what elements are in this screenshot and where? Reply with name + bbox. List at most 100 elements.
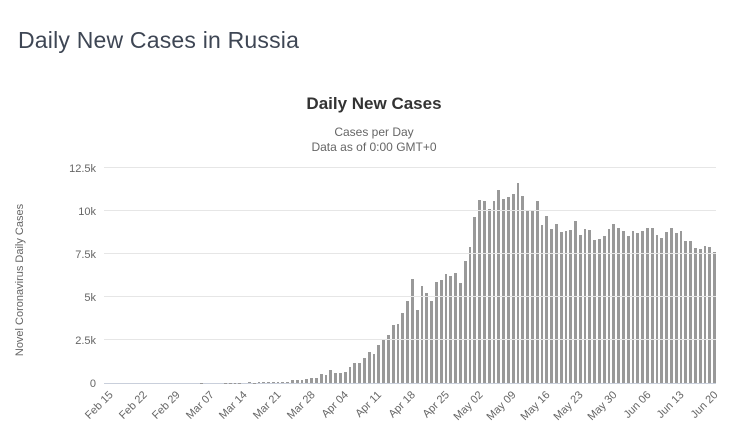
bar[interactable] [569,230,573,383]
bar[interactable] [665,232,669,383]
bar[interactable] [454,272,457,383]
bar[interactable] [401,313,405,383]
bar[interactable] [281,381,285,383]
bar[interactable] [286,382,290,383]
bar[interactable] [660,238,664,383]
bar[interactable] [540,224,544,383]
bar[interactable] [602,235,606,383]
bar[interactable] [631,231,635,383]
bar[interactable] [310,378,314,383]
bar[interactable] [612,223,616,383]
bar[interactable] [339,373,342,383]
bar[interactable] [598,239,601,383]
bar[interactable] [502,198,505,383]
bar[interactable] [497,189,501,383]
bar[interactable] [372,354,376,383]
x-tick-label: Apr 11 [353,389,385,420]
bar[interactable] [583,229,587,383]
bar[interactable] [655,235,659,383]
page-title: Daily New Cases in Russia [18,27,300,53]
bar[interactable] [713,252,716,383]
y-axis-title: Novel Coronavirus Daily Cases [14,203,26,357]
bar[interactable] [535,200,539,383]
bar[interactable] [588,229,592,383]
bar[interactable] [636,232,640,383]
bar[interactable] [295,379,299,383]
bar[interactable] [319,374,323,383]
bar[interactable] [617,227,621,383]
bar[interactable] [406,300,409,383]
bar[interactable] [670,228,673,383]
bar[interactable] [550,229,553,383]
bar[interactable] [434,282,438,383]
bar[interactable] [473,217,477,383]
bar[interactable] [708,247,712,383]
bar[interactable] [257,382,261,383]
bar[interactable] [564,230,568,383]
bar[interactable] [343,371,347,383]
bar[interactable] [363,357,366,383]
bar[interactable] [622,230,625,383]
x-tick-label: Apr 18 [386,389,419,421]
bar[interactable] [646,228,649,383]
bar[interactable] [420,285,424,383]
bar[interactable] [698,249,702,383]
bar[interactable] [267,382,270,383]
bar[interactable] [545,216,549,383]
bar[interactable] [694,248,697,383]
bar[interactable] [554,223,558,383]
bar[interactable] [358,362,362,383]
bar[interactable] [468,246,472,383]
bar[interactable] [300,379,304,383]
bar[interactable] [391,324,395,383]
bar[interactable] [478,200,481,383]
bar[interactable] [679,231,683,383]
bar[interactable] [641,230,645,383]
bar[interactable] [305,379,309,383]
bar[interactable] [367,352,371,383]
bar[interactable] [521,195,525,383]
bar[interactable] [593,239,597,383]
bar[interactable] [387,335,390,383]
bar[interactable] [315,377,318,383]
bar[interactable] [506,196,510,383]
bar[interactable] [703,245,707,383]
bar[interactable] [449,276,453,383]
bar[interactable] [516,182,520,383]
bar[interactable] [425,292,429,383]
bar[interactable] [353,363,357,383]
bar[interactable] [430,300,433,383]
bar[interactable] [271,382,275,383]
bar[interactable] [482,201,486,383]
bar[interactable] [458,282,462,383]
bar[interactable] [559,232,563,383]
bar[interactable] [247,382,251,383]
bar[interactable] [439,280,443,383]
bar[interactable] [511,193,515,383]
bar[interactable] [411,278,414,383]
bar[interactable] [276,381,280,383]
bar[interactable] [689,241,693,383]
bar[interactable] [382,339,386,383]
bar[interactable] [334,372,338,383]
bar[interactable] [626,236,630,383]
bar[interactable] [674,233,678,383]
bar[interactable] [530,211,534,383]
bar[interactable] [329,369,333,383]
bar[interactable] [377,345,381,383]
bar[interactable] [348,366,352,383]
bar[interactable] [415,309,419,383]
bar[interactable] [492,201,496,383]
bar[interactable] [650,228,654,383]
bar[interactable] [396,323,400,383]
bar[interactable] [578,235,582,383]
bar[interactable] [324,375,328,383]
bar[interactable] [574,220,577,383]
daily-new-cases-chart: Daily New Cases Cases per Day Data as of… [0,88,733,446]
bar[interactable] [684,241,688,383]
bar[interactable] [607,229,611,383]
bar[interactable] [262,382,266,383]
bar[interactable] [291,380,294,383]
bar[interactable] [444,273,448,383]
bar[interactable] [463,260,467,383]
